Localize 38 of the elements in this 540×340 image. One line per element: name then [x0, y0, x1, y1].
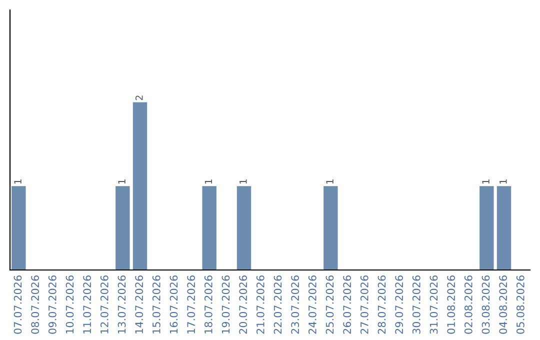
x-tick-label: 01.08.2026	[447, 276, 456, 334]
x-tick-label: 04.08.2026	[499, 276, 508, 334]
x-tick-label: 25.07.2026	[326, 276, 334, 334]
data-label: 1	[204, 179, 212, 184]
x-tick-label: 21.07.2026	[256, 276, 264, 334]
x-tick-label: 22.07.2026	[274, 276, 282, 334]
x-tick-label: 18.07.2026	[204, 276, 212, 334]
x-tick-label: 14.07.2026	[135, 276, 144, 334]
x-tick-label: 29.07.2026	[395, 276, 404, 334]
x-tick-label: 13.07.2026	[118, 276, 126, 334]
x-tick-label: 15.07.2026	[152, 276, 160, 334]
x-tick-label: 03.08.2026	[482, 276, 490, 334]
data-label: 1	[326, 179, 334, 184]
data-label: 1	[500, 179, 507, 184]
x-tick-label: 08.07.2026	[31, 276, 40, 334]
x-tick-label: 30.07.2026	[412, 276, 420, 334]
x-tick-label: 24.07.2026	[308, 276, 316, 334]
x-tick-label: 10.07.2026	[66, 276, 74, 334]
x-tick-label: 12.07.2026	[100, 276, 108, 334]
data-label: 2	[135, 96, 143, 100]
x-tick-label: 20.07.2026	[239, 276, 248, 334]
x-tick-label: 19.07.2026	[222, 276, 230, 334]
data-label: 1	[118, 179, 126, 184]
x-tick-label: 07.07.2026	[14, 276, 22, 334]
x-tick-label: 27.07.2026	[360, 276, 368, 334]
data-label: 1	[14, 179, 22, 184]
x-tick-label: 26.07.2026	[343, 276, 352, 334]
x-tick-label: 23.07.2026	[291, 276, 300, 334]
x-tick-label: 16.07.2026	[170, 276, 178, 334]
x-tick-label: 28.07.2026	[378, 276, 386, 334]
x-tick-label: 17.07.2026	[187, 276, 196, 334]
data-label: 1	[482, 179, 490, 184]
x-tick-label: 02.08.2026	[464, 276, 472, 334]
data-label: 1	[240, 179, 247, 184]
x-tick-label: 31.07.2026	[430, 276, 438, 334]
x-tick-label: 11.07.2026	[83, 276, 92, 334]
x-tick-label: 05.08.2026	[516, 276, 524, 334]
x-tick-label: 09.07.2026	[48, 276, 56, 334]
